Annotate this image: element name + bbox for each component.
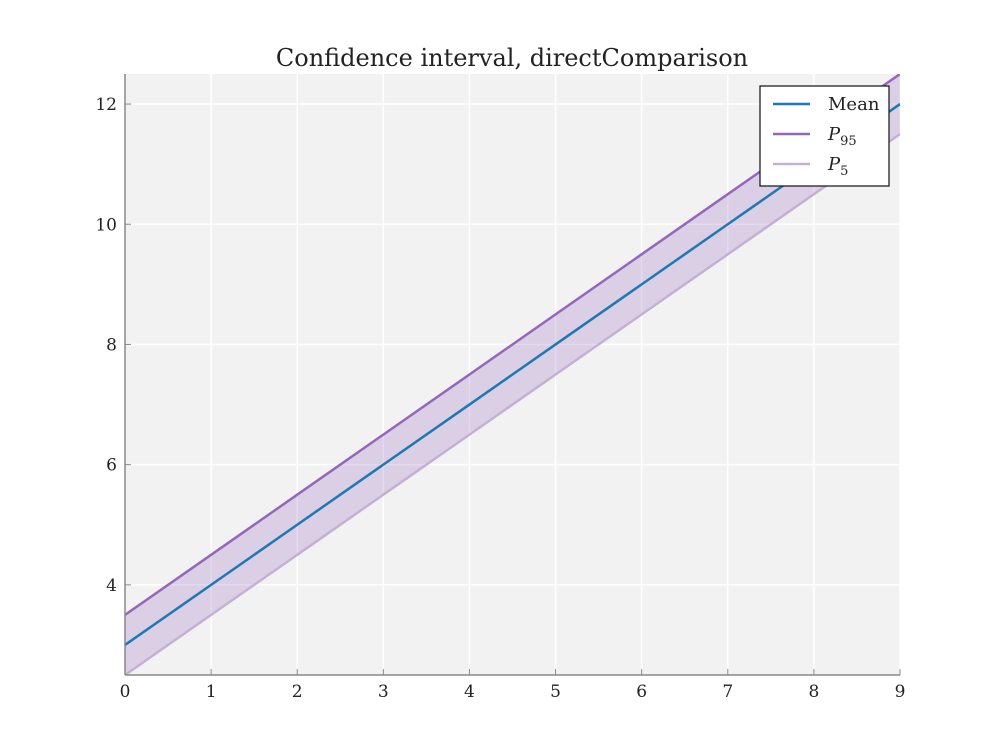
series-line-0: [125, 103, 900, 646]
x-tick-label: 9: [895, 682, 906, 702]
legend-label-1: P95: [827, 124, 857, 149]
x-tick-label: 1: [206, 682, 217, 702]
x-tick-label: 8: [808, 682, 819, 702]
x-tick-label: 5: [550, 682, 561, 702]
y-tick-label: 6: [106, 456, 117, 476]
y-tick-label: 8: [106, 335, 117, 355]
x-tick-label: 3: [378, 682, 389, 702]
y-tick-label: 12: [95, 95, 117, 115]
legend: Mean P95 P5: [759, 85, 890, 187]
y-tick-label: 10: [95, 215, 117, 235]
x-tick-label: 0: [120, 682, 131, 702]
x-tick-label: 2: [292, 682, 303, 702]
chart-title: Confidence interval, directComparison: [276, 44, 748, 72]
x-tick-label: 4: [464, 682, 475, 702]
y-tick-label: 4: [106, 576, 117, 596]
x-tick-label: 6: [636, 682, 647, 702]
legend-label-0: Mean: [828, 94, 880, 115]
legend-label-2: P5: [827, 154, 848, 179]
series-line-2: [125, 133, 900, 675]
legend-box: [759, 85, 890, 187]
axes: [124, 74, 901, 676]
x-tick-label: 7: [722, 682, 733, 702]
